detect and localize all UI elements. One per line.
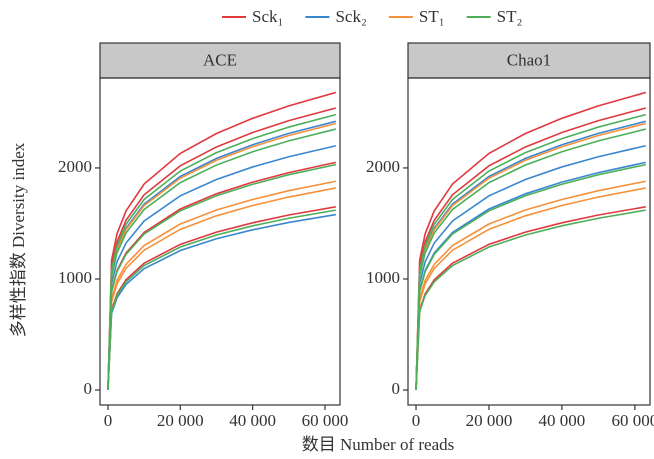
curve — [107, 187, 336, 391]
curve — [415, 163, 646, 391]
legend-label: Sck₂ — [335, 7, 366, 26]
curve — [107, 180, 336, 391]
y-tick-label: 0 — [84, 379, 93, 398]
curve — [415, 128, 647, 391]
curve — [415, 144, 646, 391]
x-tick-label: 0 — [104, 411, 113, 430]
y-tick-label: 1000 — [58, 268, 92, 287]
curve — [107, 144, 337, 391]
curve — [107, 128, 337, 391]
strip — [99, 42, 341, 79]
y-tick-label: 0 — [392, 379, 401, 398]
legend-label: ST₂ — [497, 7, 523, 26]
curve — [415, 187, 646, 391]
curve — [107, 120, 337, 391]
x-tick-label: 60 000 — [302, 411, 349, 430]
panel-title: Chao1 — [507, 50, 551, 69]
curve — [415, 180, 646, 391]
legend-label: ST₁ — [419, 7, 445, 26]
y-tick-label: 1000 — [366, 268, 400, 287]
strip — [407, 42, 651, 79]
legend-label: Sck₁ — [252, 7, 283, 26]
curve — [107, 91, 337, 391]
curve — [415, 120, 647, 391]
curve — [415, 113, 647, 391]
x-tick-label: 40 000 — [539, 411, 586, 430]
x-tick-label: 0 — [412, 411, 421, 430]
y-tick-label: 2000 — [58, 157, 92, 176]
x-tick-label: 60 000 — [611, 411, 654, 430]
x-tick-label: 20 000 — [466, 411, 513, 430]
plot-frame — [99, 77, 341, 406]
y-tick-label: 2000 — [366, 157, 400, 176]
curve — [415, 209, 646, 391]
panel-title: ACE — [203, 50, 237, 69]
plot-frame — [407, 77, 651, 406]
x-tick-label: 40 000 — [229, 411, 276, 430]
x-axis-label: 数目 Number of reads — [302, 435, 455, 454]
curve — [107, 113, 337, 391]
x-tick-label: 20 000 — [157, 411, 204, 430]
curve — [107, 213, 336, 391]
y-axis-label: 多样性指数 Diversity index — [9, 142, 28, 337]
curve — [107, 209, 336, 391]
curve — [415, 91, 647, 391]
curve — [107, 163, 337, 391]
